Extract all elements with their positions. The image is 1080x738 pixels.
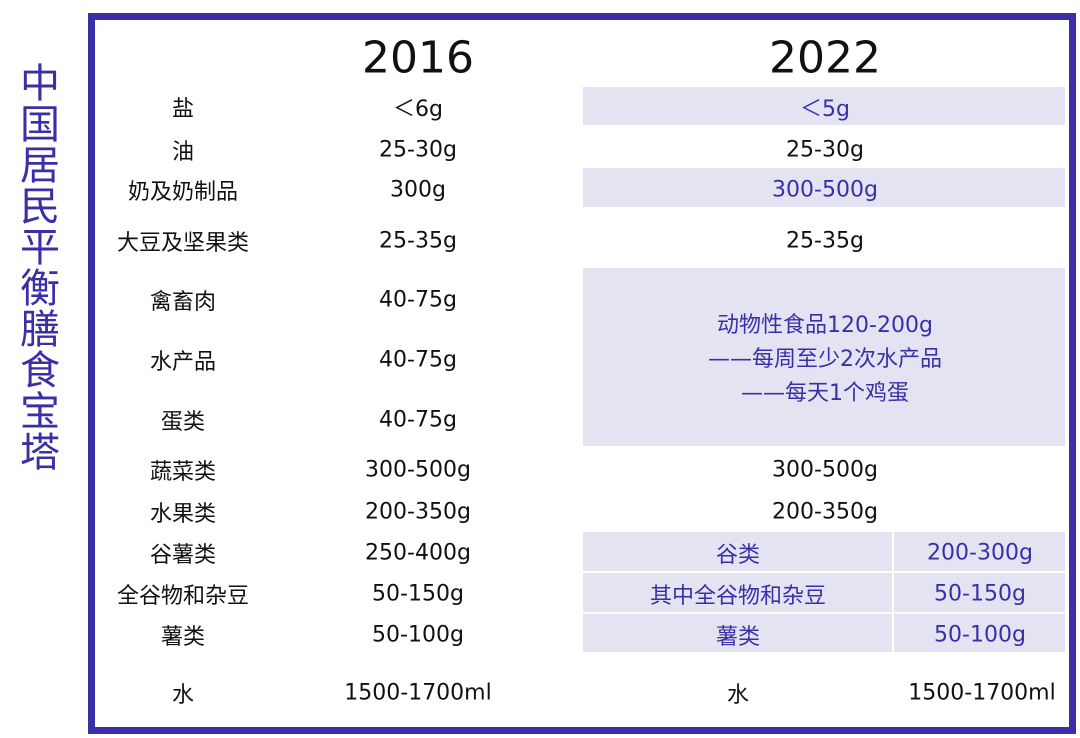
item-2022: 其中全谷物和杂豆 xyxy=(649,584,827,609)
cell-shade xyxy=(583,268,1065,446)
row-label: 奶及奶制品 xyxy=(127,180,239,205)
value-2022: 200-300g xyxy=(927,540,1033,566)
row-label: 全谷物和杂豆 xyxy=(116,584,250,609)
value-2022: 25-35g xyxy=(786,228,864,254)
value-2016: 50-100g xyxy=(372,622,464,648)
title: 中国居民平衡膳食宝塔 xyxy=(13,62,59,472)
value-2016: 40-75g xyxy=(379,347,457,373)
header: 2016 xyxy=(362,32,474,84)
item-2022: 薯类 xyxy=(715,625,761,650)
row-label: 油 xyxy=(171,140,195,165)
value-2016: ＜6g xyxy=(393,97,443,122)
cell-shade xyxy=(583,532,1065,652)
value-2016: 25-35g xyxy=(379,228,457,254)
item-2022: 水 xyxy=(726,683,750,708)
value-2022: ＜5g xyxy=(800,97,850,122)
header: 2022 xyxy=(769,32,881,84)
value-2022: 25-30g xyxy=(786,137,864,163)
value-2022: 50-150g xyxy=(934,581,1026,607)
value-2016: 40-75g xyxy=(379,407,457,433)
row-label: 谷薯类 xyxy=(149,543,217,568)
value-2022: 50-100g xyxy=(934,622,1026,648)
note-line: ——每天1个鸡蛋 xyxy=(741,381,909,406)
note-line: ——每周至少2次水产品 xyxy=(708,347,942,372)
row-label: 蛋类 xyxy=(160,410,206,435)
row-label: 水果类 xyxy=(149,502,217,527)
value-2016: 40-75g xyxy=(379,287,457,313)
row-label: 薯类 xyxy=(160,625,206,650)
note-line: 动物性食品120-200g xyxy=(717,313,933,338)
row-label: 蔬菜类 xyxy=(149,460,217,485)
row-label: 水 xyxy=(171,683,195,708)
value-2022: 300-500g xyxy=(772,177,878,203)
row-label: 禽畜肉 xyxy=(149,290,217,315)
value-2016: 300g xyxy=(390,177,446,203)
value-2016: 300-500g xyxy=(365,457,471,483)
value-2022: 200-350g xyxy=(772,499,878,525)
cell-divider xyxy=(892,532,894,652)
row-label: 盐 xyxy=(171,97,195,122)
value-2022: 300-500g xyxy=(772,457,878,483)
row-divider xyxy=(583,571,1065,573)
value-2016: 200-350g xyxy=(365,499,471,525)
cell-shade xyxy=(583,87,1065,125)
row-label: 大豆及坚果类 xyxy=(116,231,250,256)
cell-shade xyxy=(583,168,1065,207)
animal-note: 动物性食品120-200g ——每周至少2次水产品 ——每天1个鸡蛋 xyxy=(708,309,942,411)
item-2022: 谷类 xyxy=(715,543,761,568)
value-2022: 1500-1700ml xyxy=(908,680,1056,706)
row-divider xyxy=(583,612,1065,614)
table-frame xyxy=(88,13,1076,734)
value-2016: 1500-1700ml xyxy=(344,680,492,706)
row-label: 水产品 xyxy=(149,350,217,375)
value-2016: 250-400g xyxy=(365,540,471,566)
value-2016: 25-30g xyxy=(379,137,457,163)
value-2016: 50-150g xyxy=(372,581,464,607)
